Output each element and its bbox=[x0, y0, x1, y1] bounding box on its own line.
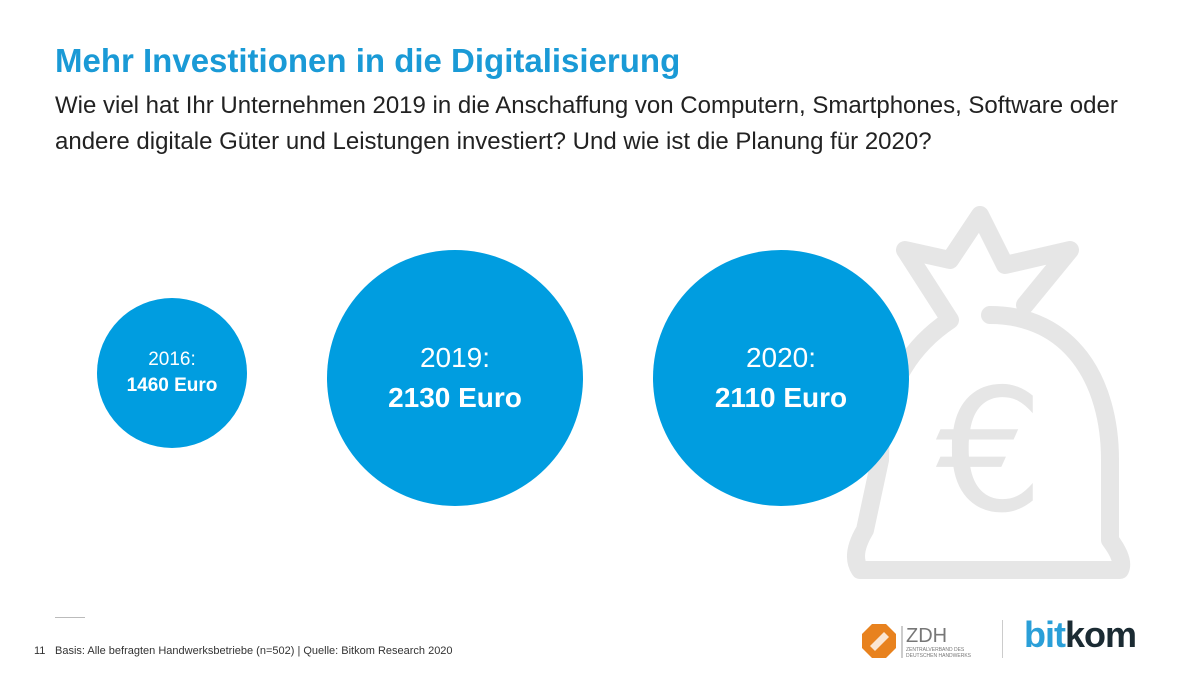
bubble-value: 2130 Euro bbox=[388, 382, 522, 413]
page-number: 11 bbox=[34, 645, 46, 657]
zdh-logo: ZDH ZENTRALVERBAND DES DEUTSCHEN HANDWER… bbox=[862, 624, 972, 659]
money-bag-euro-icon: € bbox=[847, 206, 1131, 579]
footer-divider bbox=[55, 617, 85, 618]
bubble-value: 2110 Euro bbox=[714, 382, 848, 413]
svg-text:€: € bbox=[936, 353, 1044, 551]
bubble-2020: 2020: 2110 Euro bbox=[653, 250, 909, 506]
slide-subtitle: Wie viel hat Ihr Unternehmen 2019 in die… bbox=[55, 92, 1118, 155]
bitkom-logo-bit: bit bbox=[1024, 614, 1066, 655]
bubble-2016: 2016: 1460 Euro bbox=[97, 298, 247, 448]
bitkom-logo-kom: kom bbox=[1064, 614, 1137, 655]
slide-title: Mehr Investitionen in die Digitalisierun… bbox=[55, 42, 681, 79]
svg-text:ZENTRALVERBAND DES: ZENTRALVERBAND DES bbox=[906, 647, 965, 653]
bubble-value: 1460 Euro bbox=[126, 375, 218, 396]
bubble-year: 2019: bbox=[419, 342, 491, 373]
svg-text:ZDH: ZDH bbox=[906, 625, 947, 647]
bitkom-logo: bitkom bbox=[1024, 614, 1137, 656]
bubble-year: 2016: bbox=[148, 349, 196, 370]
bubble-year: 2020: bbox=[745, 342, 817, 373]
svg-text:DEUTSCHEN HANDWERKS: DEUTSCHEN HANDWERKS bbox=[906, 653, 972, 659]
bubble-2019: 2019: 2130 Euro bbox=[327, 250, 583, 506]
source-note: Basis: Alle befragten Handwerksbetriebe … bbox=[55, 645, 453, 657]
logo-separator bbox=[1002, 620, 1003, 658]
